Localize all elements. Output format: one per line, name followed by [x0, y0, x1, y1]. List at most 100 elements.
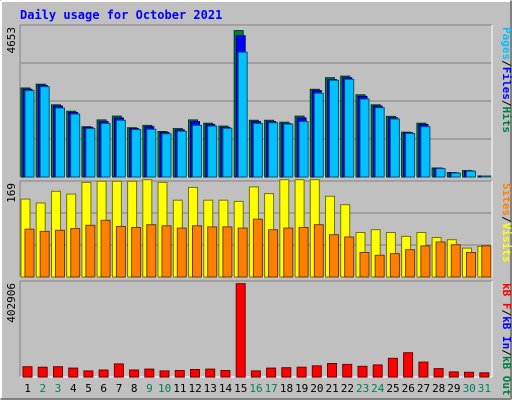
x-tick-label: 21: [325, 382, 338, 395]
x-tick-label: 5: [85, 382, 92, 395]
bar: [405, 249, 416, 278]
bar: [344, 236, 355, 278]
bar: [268, 122, 279, 178]
bar: [252, 218, 263, 278]
bar: [372, 364, 383, 378]
x-tick-label: 20: [310, 382, 323, 395]
bar: [146, 224, 157, 278]
bar: [85, 224, 96, 278]
bar: [374, 254, 385, 278]
bar: [298, 121, 309, 178]
bar: [403, 352, 414, 378]
x-tick-label: 14: [219, 382, 233, 395]
series-kb-f: [22, 283, 490, 378]
series-pages: [24, 51, 492, 178]
legend-entry: Visits: [500, 223, 512, 263]
bar: [174, 370, 185, 378]
bar: [359, 252, 370, 278]
bar: [311, 365, 322, 378]
x-tick-label: 25: [386, 382, 399, 395]
bar: [435, 168, 446, 178]
plot-area-3: [20, 281, 492, 377]
bar: [22, 366, 33, 378]
bar: [68, 367, 79, 378]
legend-2: Sites/Visits: [500, 183, 512, 263]
bar: [205, 368, 216, 378]
series-sites: [24, 218, 492, 278]
x-tick-label: 30: [463, 382, 476, 395]
bar: [237, 51, 248, 178]
legend-entry: /: [500, 60, 512, 67]
chart-panel-1: 4653 Pages/Files/Hits: [5, 24, 512, 178]
bar: [357, 365, 368, 378]
bar: [448, 371, 459, 378]
x-tick-label: 23: [356, 382, 369, 395]
x-tick-label: 7: [116, 382, 123, 395]
bar: [389, 253, 400, 278]
x-tick-label: 24: [371, 382, 385, 395]
bar: [131, 129, 142, 178]
x-tick-label: 29: [447, 382, 460, 395]
bar: [387, 357, 398, 378]
bar: [220, 370, 231, 378]
chart-panel-2: 169 Sites/Visits: [5, 179, 512, 278]
bar: [190, 369, 200, 378]
legend-entry: kB In: [500, 316, 512, 349]
x-tick-label: 28: [432, 382, 445, 395]
bar: [313, 92, 324, 178]
bar: [85, 128, 96, 178]
bar: [113, 363, 124, 378]
bar: [70, 228, 81, 278]
bar: [344, 78, 355, 178]
x-tick-label: 11: [173, 382, 186, 395]
x-tick-label: 31: [478, 382, 491, 395]
x-tick-label: 8: [131, 382, 138, 395]
x-tick-label: 12: [188, 382, 201, 395]
bar: [39, 86, 50, 178]
x-axis-tick-labels: 1 2 3 4 5 6 7 8 9 10 11 12 13 14 15 16 17 18 19 20 21 22 23 24 2…: [24, 382, 491, 395]
bar: [115, 119, 126, 178]
x-tick-label: 9: [146, 382, 153, 395]
x-tick-label: 6: [100, 382, 107, 395]
bar: [98, 369, 109, 378]
x-tick-label: 2: [39, 382, 46, 395]
bar: [329, 79, 339, 178]
bar: [481, 245, 492, 278]
bar: [313, 224, 324, 278]
bar: [222, 226, 233, 278]
bar: [481, 175, 492, 178]
chart-panel-3: 402906 kB F/kB In/kB Out: [5, 280, 512, 396]
x-tick-label: 27: [417, 382, 430, 395]
legend-1: Pages/Files/Hits: [500, 27, 512, 133]
bar: [100, 123, 111, 178]
bar: [281, 367, 292, 378]
bar: [83, 370, 94, 378]
bar: [55, 107, 65, 178]
bar: [359, 98, 370, 178]
legend-entry: /: [500, 349, 512, 356]
bar: [55, 229, 65, 278]
bar: [479, 372, 490, 378]
x-tick-label: 1: [24, 382, 31, 395]
bar: [235, 283, 246, 378]
bar: [70, 113, 81, 178]
bar: [389, 118, 400, 178]
bar: [466, 252, 476, 278]
bar: [192, 124, 202, 178]
bar: [192, 225, 202, 278]
y-max-label-1: 4653: [5, 27, 18, 54]
legend-entry: kB Out: [500, 356, 512, 396]
bar: [207, 226, 218, 278]
bar: [450, 244, 461, 278]
bar: [374, 107, 385, 178]
legend-entry: Pages: [500, 27, 512, 60]
bar: [39, 230, 50, 278]
bar: [342, 363, 353, 378]
bar: [329, 234, 339, 278]
bar: [283, 123, 294, 178]
bar: [207, 125, 218, 178]
bar: [464, 371, 474, 378]
bar: [266, 367, 277, 378]
legend-entry: /: [500, 310, 512, 317]
